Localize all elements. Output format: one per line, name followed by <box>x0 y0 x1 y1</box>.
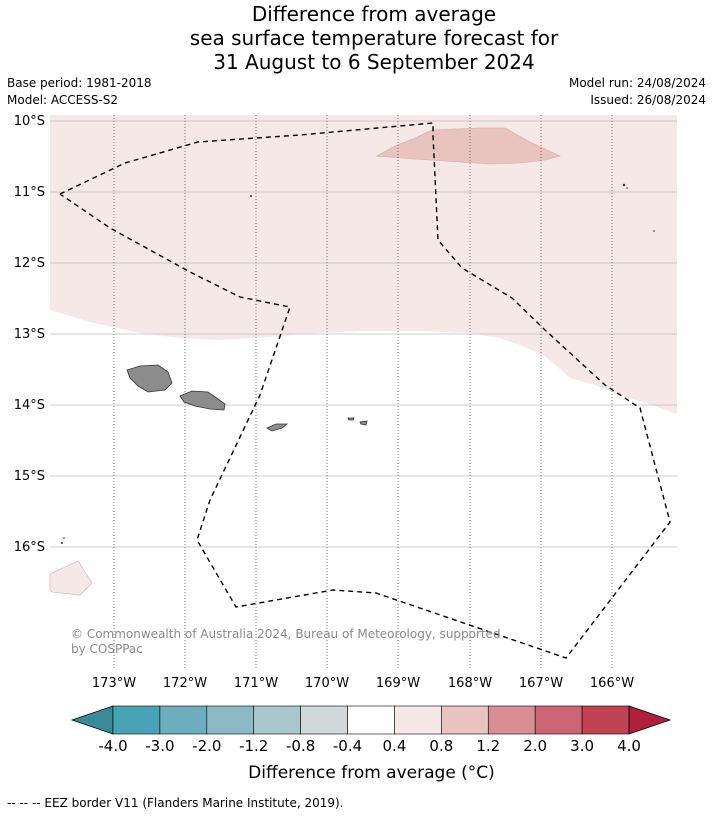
colorbar-tick-label: 3.0 <box>570 737 594 755</box>
land-masses <box>126 364 368 432</box>
eez-tokelau <box>59 122 671 659</box>
lat-label-14s: 14°S <box>14 398 45 413</box>
map-panel: © Commonwealth of Australia 2024, Bureau… <box>49 115 677 670</box>
colorbar-segment <box>206 705 255 735</box>
lon-label-170w: 170°W <box>305 676 349 691</box>
issued-date: Issued: 26/08/2024 <box>590 93 706 107</box>
colorbar-tick-label: 1.2 <box>476 737 500 755</box>
model-run: Model run: 24/08/2024 <box>568 76 706 90</box>
lat-label-15s: 15°S <box>14 469 45 484</box>
map-title: Difference from average sea surface temp… <box>0 2 713 74</box>
title-line-2: sea surface temperature forecast for <box>189 26 559 50</box>
lat-label-13s: 13°S <box>14 327 45 342</box>
lat-label-16s: 16°S <box>14 540 45 555</box>
lat-labels: 10°S 11°S 12°S 13°S 14°S 15°S 16°S <box>14 114 45 555</box>
colorbar-segment <box>581 705 630 735</box>
savaii-island <box>126 364 173 393</box>
colorbar-tick-label: 0.4 <box>383 737 407 755</box>
colorbar-segment <box>159 705 208 735</box>
colorbar-tick-label: -2.0 <box>192 737 221 755</box>
lon-label-172w: 172°W <box>163 676 207 691</box>
colorbar-segment <box>112 705 161 735</box>
colorbar-tick-label: -1.2 <box>239 737 268 755</box>
colorbar-extend-low <box>70 705 114 735</box>
colorbar-segment <box>487 705 536 735</box>
colorbar: -4.0 -3.0 -2.0 -1.2 -0.8 -0.4 0.4 0.8 1.2 2.0 3.0 4… <box>70 705 672 755</box>
tau-island <box>359 420 368 426</box>
anomaly-region-light <box>50 115 677 414</box>
lat-label-10s: 10°S <box>14 114 45 129</box>
lon-gridlines <box>113 115 613 670</box>
anomaly-region-small <box>49 560 93 596</box>
model-name: Model: ACCESS-S2 <box>7 93 119 107</box>
colorbar-tick-label: -4.0 <box>98 737 127 755</box>
eez-borders <box>59 122 671 659</box>
colorbar-tick-label: -0.8 <box>286 737 315 755</box>
colorbar-segment <box>347 705 395 735</box>
meta-right: Model run: 24/08/2024 Issued: 26/08/2024 <box>569 75 706 109</box>
anomaly-region-medium <box>375 127 561 165</box>
ofu-island <box>347 417 355 421</box>
colorbar-segment <box>300 705 348 735</box>
footer-note: -- -- -- EEZ border V11 (Flanders Marine… <box>7 796 344 810</box>
lon-labels: 173°W 172°W 171°W 170°W 169°W 168°W 167°… <box>92 676 634 691</box>
upolu-island <box>179 390 226 411</box>
colorbar-title: Difference from average (°C) <box>248 763 495 783</box>
lon-label-171w: 171°W <box>234 676 278 691</box>
colorbar-tick-label: 4.0 <box>617 737 641 755</box>
tutuila-island <box>266 423 289 432</box>
lon-label-167w: 167°W <box>519 676 563 691</box>
lon-label-168w: 168°W <box>448 676 492 691</box>
tiny-islands <box>61 183 655 544</box>
colorbar-segment <box>394 705 442 735</box>
title-line-3: 31 August to 6 September 2024 <box>213 50 535 74</box>
copyright-line-2: by COSPPac <box>71 642 143 656</box>
title-line-1: Difference from average <box>251 2 497 26</box>
lat-label-11s: 11°S <box>14 185 45 200</box>
meta-left: Base period: 1981-2018 Model: ACCESS-S2 <box>7 75 152 109</box>
base-period: Base period: 1981-2018 <box>7 76 152 90</box>
lat-gridlines <box>50 120 677 548</box>
copyright-line-1: © Commonwealth of Australia 2024, Bureau… <box>71 627 501 641</box>
colorbar-segment <box>534 705 583 735</box>
colorbar-segment <box>441 705 489 735</box>
lon-label-173w: 173°W <box>92 676 136 691</box>
colorbar-tick-label: 0.8 <box>429 737 453 755</box>
colorbar-tick-label: 2.0 <box>523 737 547 755</box>
colorbar-tick-label: -0.4 <box>333 737 362 755</box>
lat-label-12s: 12°S <box>14 256 45 271</box>
colorbar-tick-label: -3.0 <box>145 737 174 755</box>
lon-label-169w: 169°W <box>376 676 420 691</box>
lon-label-166w: 166°W <box>590 676 634 691</box>
colorbar-extend-high <box>628 705 672 735</box>
colorbar-segment <box>253 705 301 735</box>
